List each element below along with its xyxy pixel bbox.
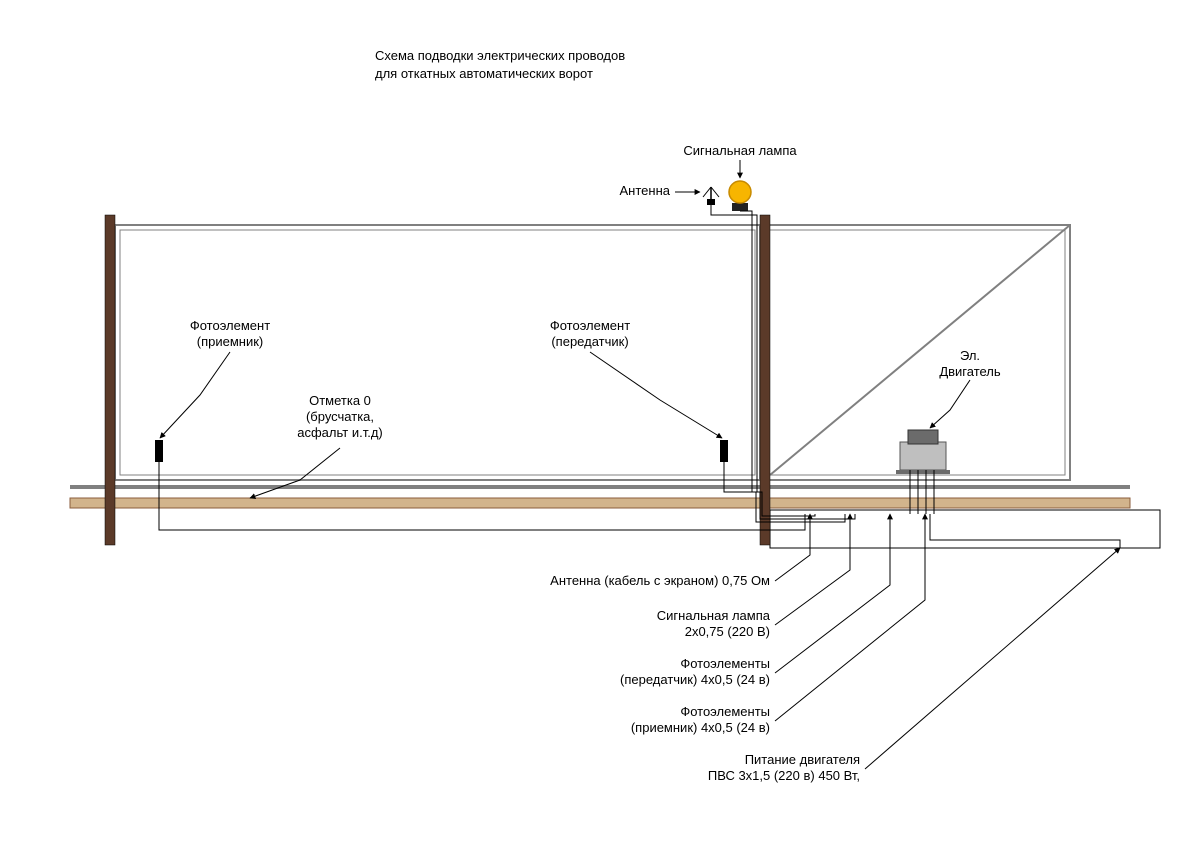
label-text-motor-1: Двигатель	[939, 364, 1001, 379]
label-text-spec_lamp-1: 2x0,75 (220 В)	[685, 624, 770, 639]
label-text-mark0-1: (брусчатка,	[306, 409, 374, 424]
label-text-spec_power-0: Питание двигателя	[745, 752, 860, 767]
label-text-motor-0: Эл.	[960, 348, 980, 363]
label-text-spec_tx-0: Фотоэлементы	[680, 656, 770, 671]
label-text-mark0-2: асфальт и.т.д)	[297, 425, 382, 440]
label-text-spec_rx-1: (приемник) 4x0,5 (24 в)	[631, 720, 770, 735]
svg-text:Схема подводки электрических п: Схема подводки электрических проводов	[375, 48, 625, 63]
photocell-transmitter	[720, 440, 728, 462]
label-text-spec_lamp-0: Сигнальная лампа	[657, 608, 771, 623]
label-text-spec_rx-0: Фотоэлементы	[680, 704, 770, 719]
label-text-photo_tx-1: (передатчик)	[551, 334, 628, 349]
ground-strip	[70, 498, 1130, 508]
gate-track	[70, 485, 1130, 489]
post-left	[105, 215, 115, 545]
label-text-spec_power-1: ПВС 3x1,5 (220 в) 450 Вт,	[708, 768, 860, 783]
canvas-bg	[0, 0, 1198, 864]
label-text-spec_antenna-0: Антенна (кабель с экраном) 0,75 Ом	[550, 573, 770, 588]
label-text-antenna-0: Антенна	[620, 183, 671, 198]
signal-lamp-icon	[729, 181, 751, 211]
label-text-photo_tx-0: Фотоэлемент	[550, 318, 630, 333]
photocell-receiver	[155, 440, 163, 462]
label-text-photo_rx-0: Фотоэлемент	[190, 318, 270, 333]
label-text-photo_rx-1: (приемник)	[197, 334, 264, 349]
label-text-spec_tx-1: (передатчик) 4x0,5 (24 в)	[620, 672, 770, 687]
label-text-lamp-0: Сигнальная лампа	[683, 143, 797, 158]
wiring-diagram: Схема подводки электрических проводов для…	[0, 0, 1198, 864]
svg-text:для откатных автоматических во: для откатных автоматических ворот	[375, 66, 593, 81]
label-text-mark0-0: Отметка 0	[309, 393, 371, 408]
